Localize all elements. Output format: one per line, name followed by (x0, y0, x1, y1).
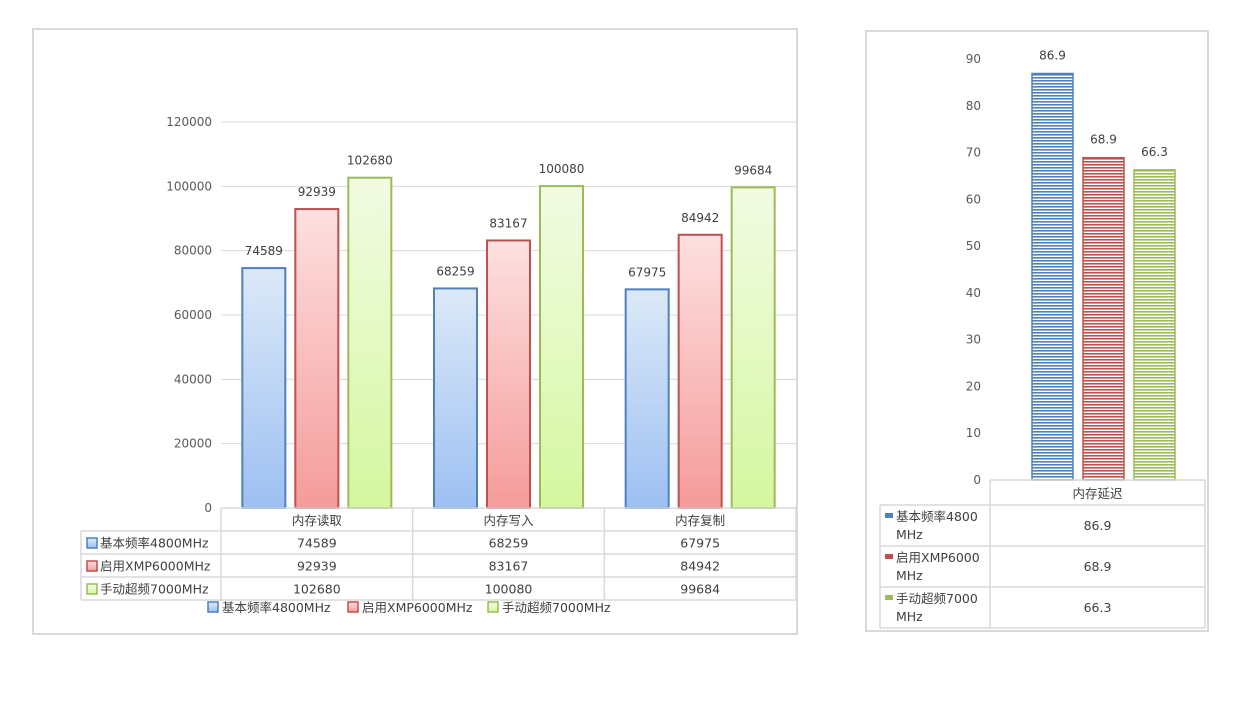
data-label: 83167 (489, 216, 527, 230)
y-tick-label: 50 (966, 239, 981, 253)
table-row-label: 启用XMP6000MHz (100, 559, 211, 574)
y-tick-label: 10 (966, 426, 981, 440)
table-row-label: 基本频率4800MHz (100, 536, 209, 551)
table-cell: 86.9 (1084, 518, 1112, 533)
legend-label: 基本频率4800MHz (222, 600, 331, 615)
bar (433, 287, 478, 510)
data-label: 67975 (628, 265, 666, 279)
bar (347, 176, 393, 509)
table-row-label: 基本频率4800 (896, 509, 978, 524)
y-tick-label: 120000 (166, 115, 212, 129)
bandwidth-chart: 0 20000 40000 60000 80000 100000 120000 74589 92… (80, 115, 797, 615)
bandwidth-chart-panel: 0 20000 40000 60000 80000 100000 120000 74589 92… (32, 28, 798, 635)
table-cell: 99684 (680, 582, 720, 597)
bar (241, 267, 287, 509)
data-label: 66.3 (1141, 145, 1168, 159)
bar (677, 233, 723, 509)
category-label: 内存延迟 (1072, 486, 1123, 501)
y-tick-label: 0 (973, 473, 981, 487)
table-row-label-unit: MHz (896, 568, 923, 583)
latency-chart: 0 10 20 30 40 50 60 70 80 90 86.9 68.9 66.3 内存延迟基本频率4… (879, 49, 1206, 629)
category-label: 内存写入 (483, 513, 534, 528)
table-cell: 102680 (293, 582, 341, 597)
bar (539, 185, 584, 510)
y-tick-label: 40000 (174, 372, 212, 386)
legend-key (885, 595, 893, 600)
bar (1031, 72, 1074, 481)
legend-key (86, 537, 98, 549)
table-row-label: 手动超频7000 (896, 591, 978, 606)
bar (730, 186, 776, 509)
data-label: 100080 (539, 162, 585, 176)
table-cell: 84942 (680, 559, 720, 574)
table-row-label-unit: MHz (896, 609, 923, 624)
latency-chart-panel: 0 10 20 30 40 50 60 70 80 90 86.9 68.9 66.3 内存延迟基本频率4… (865, 30, 1209, 632)
legend-key (885, 513, 893, 518)
data-label: 86.9 (1039, 49, 1066, 63)
table-cell: 67975 (680, 536, 720, 551)
legend-key (487, 601, 499, 613)
bar (486, 239, 531, 509)
y-tick-label: 80 (966, 99, 981, 113)
legend-label: 手动超频7000MHz (502, 600, 611, 615)
table-cell: 100080 (485, 582, 533, 597)
table-row-label-unit: MHz (896, 527, 923, 542)
legend-key (86, 583, 98, 595)
category-label: 内存复制 (675, 513, 725, 528)
bar (294, 208, 340, 510)
y-tick-label: 0 (204, 501, 212, 515)
table-cell: 83167 (489, 559, 529, 574)
table-cell: 74589 (297, 536, 337, 551)
bar (1133, 169, 1176, 481)
table-cell: 66.3 (1084, 600, 1112, 615)
data-label: 99684 (734, 163, 772, 177)
y-tick-label: 90 (966, 52, 981, 66)
y-tick-label: 20 (966, 379, 981, 393)
data-label: 84942 (681, 211, 719, 225)
table-cell: 92939 (297, 559, 337, 574)
y-tick-label: 60 (966, 192, 981, 206)
bar (624, 288, 670, 509)
data-label: 92939 (298, 185, 336, 199)
y-tick-label: 20000 (174, 437, 212, 451)
data-label: 74589 (245, 244, 283, 258)
data-label: 68259 (436, 264, 474, 278)
table-cell: 68259 (489, 536, 529, 551)
table-row-label: 手动超频7000MHz (100, 582, 209, 597)
legend-key (207, 601, 219, 613)
y-tick-label: 30 (966, 333, 981, 347)
legend-key (347, 601, 359, 613)
data-label: 102680 (347, 154, 393, 168)
y-tick-label: 100000 (166, 179, 212, 193)
category-label: 内存读取 (292, 513, 343, 528)
table-row-label: 启用XMP6000 (896, 550, 980, 565)
y-tick-label: 40 (966, 286, 981, 300)
legend-label: 启用XMP6000MHz (362, 600, 473, 615)
y-tick-label: 60000 (174, 308, 212, 322)
y-tick-label: 80000 (174, 244, 212, 258)
legend-key (86, 560, 98, 572)
bar (1082, 156, 1125, 481)
table-cell: 68.9 (1084, 559, 1112, 574)
y-tick-label: 70 (966, 146, 981, 160)
data-label: 68.9 (1090, 133, 1117, 147)
legend-key (885, 554, 893, 559)
